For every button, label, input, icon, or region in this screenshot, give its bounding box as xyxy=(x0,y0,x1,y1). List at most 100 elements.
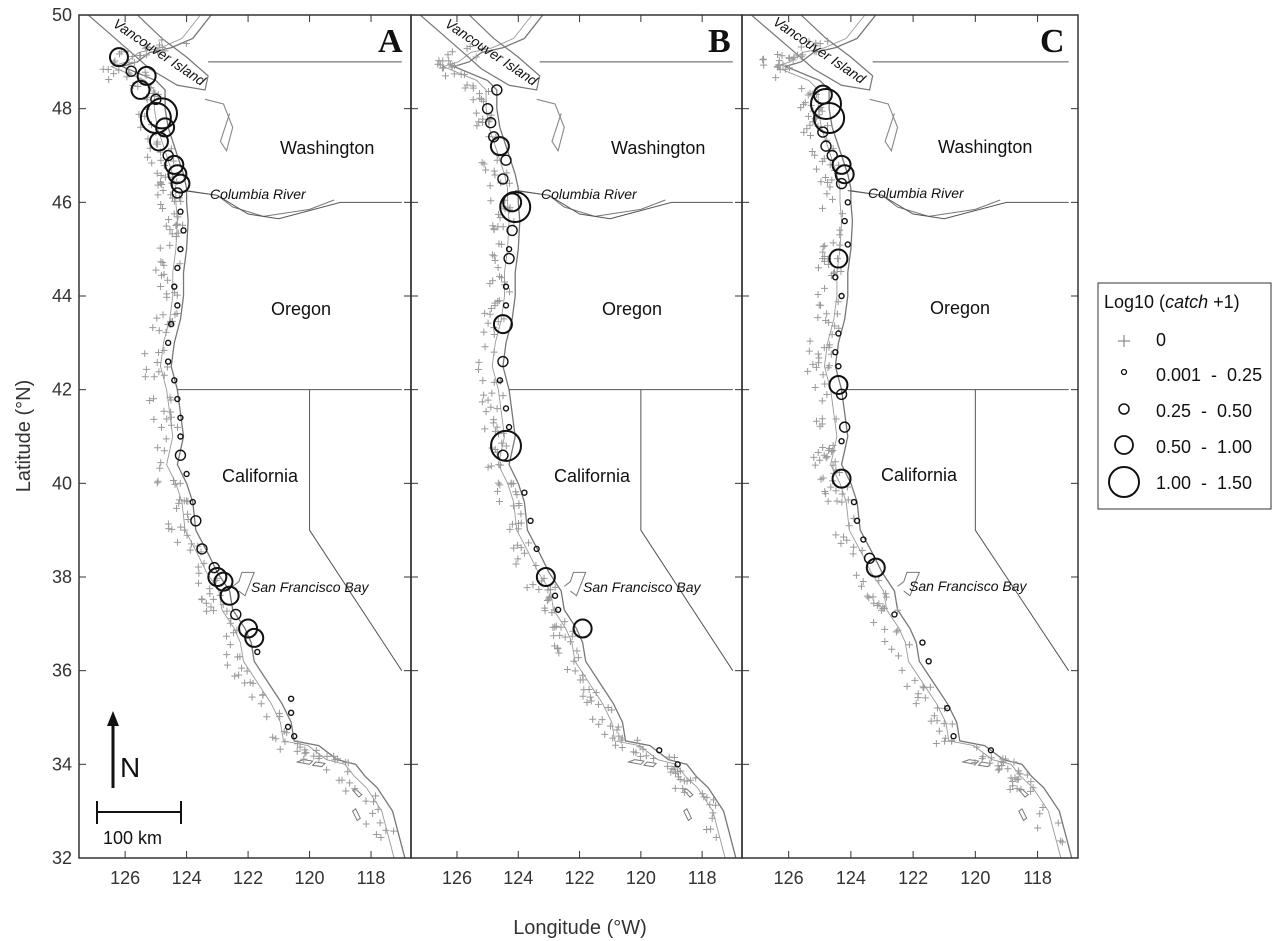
zero-catch-marker xyxy=(294,740,302,748)
zero-catch-marker xyxy=(933,717,941,725)
zero-catch-marker xyxy=(839,533,847,541)
catch-circle xyxy=(174,449,187,461)
zero-catch-marker xyxy=(822,490,830,498)
zero-catch-stations xyxy=(759,37,1066,846)
zero-catch-marker xyxy=(134,83,142,91)
catch-circle xyxy=(925,658,932,665)
catch-circles xyxy=(108,47,298,740)
zero-catch-marker xyxy=(941,734,949,742)
zero-catch-marker xyxy=(615,732,623,740)
zero-catch-marker xyxy=(571,667,579,675)
zero-catch-marker xyxy=(1036,810,1044,818)
zero-catch-marker xyxy=(495,461,503,469)
catch-circle xyxy=(183,470,190,478)
map-panel-a xyxy=(79,15,406,858)
zero-catch-marker xyxy=(480,160,488,168)
zero-catch-marker xyxy=(506,179,514,187)
y-axis-title: Latitude (°N) xyxy=(13,380,35,493)
zero-catch-marker xyxy=(517,510,525,518)
catch-circle xyxy=(146,97,178,130)
zero-catch-marker xyxy=(493,487,501,495)
zero-catch-marker xyxy=(484,463,492,471)
place-label-san-francisco-bay: San Francisco Bay xyxy=(251,579,369,595)
zero-catch-marker xyxy=(170,197,178,205)
zero-catch-marker xyxy=(825,318,833,326)
zero-catch-marker xyxy=(811,47,819,55)
zero-catch-marker xyxy=(473,122,481,130)
zero-catch-marker xyxy=(142,71,150,79)
zero-catch-marker xyxy=(130,58,138,66)
zero-catch-marker xyxy=(642,752,650,760)
zero-catch-marker xyxy=(926,683,934,691)
catch-circle xyxy=(502,302,510,309)
zero-catch-marker xyxy=(293,747,301,755)
x-tick-label: 120 xyxy=(295,868,325,888)
zero-catch-marker xyxy=(834,298,842,306)
zero-catch-marker xyxy=(827,483,835,491)
zero-catch-marker xyxy=(173,309,181,317)
zero-catch-marker xyxy=(173,221,181,229)
zero-catch-marker xyxy=(153,169,161,177)
x-tick-label: 122 xyxy=(898,868,928,888)
catch-circle xyxy=(835,177,848,190)
zero-catch-marker xyxy=(496,214,504,222)
catch-circle xyxy=(503,252,515,265)
zero-catch-marker xyxy=(491,256,499,264)
zero-catch-marker xyxy=(818,397,826,405)
zero-catch-marker xyxy=(794,51,802,59)
zero-catch-marker xyxy=(831,322,839,330)
zero-catch-marker xyxy=(223,661,231,669)
catch-circle xyxy=(177,208,184,215)
zero-catch-marker xyxy=(180,497,188,505)
zero-catch-marker xyxy=(888,645,896,653)
panel-letter-b: B xyxy=(708,23,731,60)
zero-catch-marker xyxy=(987,754,995,762)
zero-catch-marker xyxy=(813,417,821,425)
zero-catch-marker xyxy=(671,784,679,792)
zero-catch-marker xyxy=(857,582,865,590)
catch-circle xyxy=(828,374,849,395)
zero-catch-marker xyxy=(819,371,827,379)
zero-catch-marker xyxy=(818,157,826,165)
zero-catch-marker xyxy=(912,700,920,708)
zero-catch-marker xyxy=(834,255,842,263)
catch-circle xyxy=(844,241,851,248)
zero-catch-marker xyxy=(481,309,489,317)
zero-catch-marker xyxy=(919,683,927,691)
zero-catch-marker xyxy=(370,798,378,806)
zero-catch-marker xyxy=(1013,785,1021,793)
catch-circle xyxy=(177,245,184,253)
zero-catch-marker xyxy=(633,736,641,744)
state-label-washington: Washington xyxy=(938,137,1032,157)
catch-circle xyxy=(674,761,681,768)
catch-circle xyxy=(148,131,169,152)
zero-catch-marker xyxy=(820,257,828,265)
y-tick-label: 32 xyxy=(52,848,72,868)
zero-catch-marker xyxy=(156,244,164,252)
zero-catch-marker xyxy=(472,53,480,61)
zero-catch-marker xyxy=(362,820,370,828)
zero-catch-marker xyxy=(927,717,935,725)
zero-catch-marker xyxy=(257,700,265,708)
zero-catch-marker xyxy=(448,63,456,71)
zero-catch-marker xyxy=(824,364,832,372)
zero-catch-marker xyxy=(110,70,118,78)
zero-catch-marker xyxy=(568,632,576,640)
zero-catch-marker xyxy=(155,368,163,376)
zero-catch-marker xyxy=(863,592,871,600)
zero-catch-marker xyxy=(759,56,767,64)
zero-catch-marker xyxy=(523,584,531,592)
zero-catch-marker xyxy=(478,45,486,53)
zero-catch-marker xyxy=(798,85,806,93)
zero-catch-marker xyxy=(165,216,173,224)
zero-catch-marker xyxy=(491,299,499,307)
zero-catch-marker xyxy=(665,753,673,761)
zero-catch-marker xyxy=(829,195,837,203)
zero-catch-marker xyxy=(812,165,820,173)
zero-catch-marker xyxy=(160,270,168,278)
catch-circle xyxy=(860,536,867,543)
catch-circle xyxy=(817,126,829,138)
zero-catch-marker xyxy=(1057,837,1065,845)
zero-catch-marker xyxy=(482,408,490,416)
zero-catch-marker xyxy=(551,583,559,591)
